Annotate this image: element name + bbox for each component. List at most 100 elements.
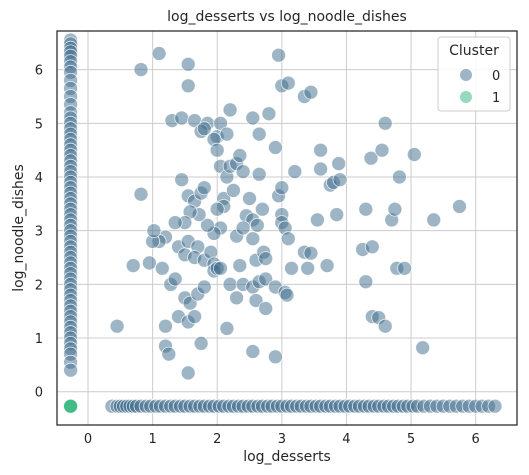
data-point bbox=[415, 340, 431, 356]
data-point bbox=[209, 142, 225, 158]
data-point bbox=[364, 239, 380, 255]
x-tick-label: 1 bbox=[148, 432, 156, 447]
y-tick-label: 1 bbox=[35, 332, 43, 347]
data-point bbox=[209, 201, 225, 217]
data-point bbox=[125, 258, 141, 274]
data-point bbox=[358, 201, 374, 217]
data-point bbox=[309, 212, 325, 228]
x-tick-label: 3 bbox=[278, 432, 286, 447]
series-0 bbox=[63, 32, 503, 414]
data-point bbox=[245, 344, 261, 359]
data-point bbox=[313, 142, 329, 158]
data-point bbox=[319, 258, 335, 274]
data-point bbox=[158, 318, 173, 334]
data-point bbox=[219, 320, 235, 336]
legend-title: Cluster bbox=[449, 43, 499, 59]
data-point bbox=[280, 75, 296, 91]
x-axis-ticks: 0 1 2 3 4 5 6 bbox=[84, 432, 480, 447]
legend-marker-0 bbox=[460, 69, 472, 81]
data-point bbox=[406, 147, 422, 162]
data-point bbox=[63, 362, 78, 378]
data-point bbox=[267, 140, 283, 155]
x-tick-label: 6 bbox=[472, 432, 480, 447]
data-point bbox=[331, 156, 347, 172]
data-point bbox=[222, 276, 238, 292]
data-point bbox=[167, 215, 183, 231]
data-point bbox=[196, 180, 212, 196]
x-tick-label: 0 bbox=[84, 432, 92, 447]
y-axis-ticks: 0 1 2 3 4 5 6 bbox=[35, 64, 43, 401]
y-tick-label: 6 bbox=[35, 64, 43, 79]
data-point bbox=[174, 110, 190, 126]
data-point bbox=[300, 260, 316, 276]
data-point bbox=[303, 245, 319, 261]
data-point bbox=[397, 260, 413, 276]
legend-label-0: 0 bbox=[492, 69, 500, 84]
data-point bbox=[161, 346, 177, 362]
legend: Cluster 0 1 bbox=[437, 36, 511, 112]
y-tick-label: 0 bbox=[35, 386, 43, 401]
y-tick-label: 2 bbox=[35, 278, 43, 293]
data-point bbox=[213, 115, 228, 131]
data-point bbox=[251, 166, 267, 182]
data-point bbox=[151, 46, 167, 61]
data-point bbox=[232, 258, 248, 274]
legend-marker-1 bbox=[460, 91, 472, 103]
data-point bbox=[213, 260, 228, 276]
data-point bbox=[245, 231, 261, 247]
data-point bbox=[180, 56, 196, 72]
data-point bbox=[133, 62, 149, 77]
data-point bbox=[251, 126, 267, 142]
data-point bbox=[222, 102, 238, 118]
data-point bbox=[187, 309, 203, 325]
x-tick-label: 5 bbox=[407, 432, 415, 447]
data-point bbox=[426, 212, 442, 228]
legend-box bbox=[437, 36, 511, 112]
plot-frame bbox=[56, 30, 518, 426]
data-point bbox=[109, 318, 125, 334]
data-point bbox=[303, 84, 319, 100]
data-point bbox=[235, 220, 251, 236]
data-point bbox=[63, 398, 78, 414]
data-point bbox=[313, 161, 329, 177]
data-point bbox=[280, 231, 296, 247]
x-tick-label: 2 bbox=[213, 432, 221, 447]
data-point bbox=[377, 115, 393, 131]
data-point bbox=[196, 279, 212, 295]
chart-title: log_desserts vs log_noodle_dishes bbox=[167, 9, 407, 25]
data-point bbox=[193, 335, 209, 351]
data-point bbox=[267, 349, 283, 365]
data-point bbox=[219, 126, 235, 142]
y-axis-label: log_noodle_dishes bbox=[11, 164, 27, 292]
data-point bbox=[287, 164, 303, 180]
y-tick-label: 3 bbox=[35, 225, 43, 240]
series-1 bbox=[63, 398, 78, 414]
data-point bbox=[279, 287, 295, 303]
y-tick-label: 5 bbox=[35, 117, 43, 132]
data-point bbox=[180, 365, 196, 381]
data-point bbox=[391, 169, 407, 185]
data-point bbox=[235, 164, 251, 180]
data-point bbox=[200, 217, 215, 233]
data-point bbox=[363, 150, 379, 166]
data-point bbox=[242, 191, 257, 206]
data-point bbox=[133, 186, 149, 202]
data-point bbox=[332, 172, 348, 188]
data-point bbox=[249, 217, 265, 233]
data-point bbox=[377, 318, 393, 334]
data-point bbox=[258, 251, 274, 267]
data-point bbox=[358, 274, 374, 290]
data-point bbox=[258, 271, 274, 287]
data-point bbox=[167, 271, 183, 287]
data-point bbox=[452, 199, 467, 214]
data-point bbox=[225, 182, 241, 198]
legend-label-1: 1 bbox=[492, 91, 500, 106]
data-point bbox=[180, 78, 196, 94]
data-point bbox=[245, 110, 261, 126]
data-point bbox=[146, 223, 162, 239]
y-tick-label: 4 bbox=[35, 171, 43, 186]
data-points bbox=[63, 32, 503, 414]
data-point bbox=[196, 121, 212, 137]
data-point bbox=[174, 172, 190, 188]
data-point bbox=[232, 148, 248, 163]
